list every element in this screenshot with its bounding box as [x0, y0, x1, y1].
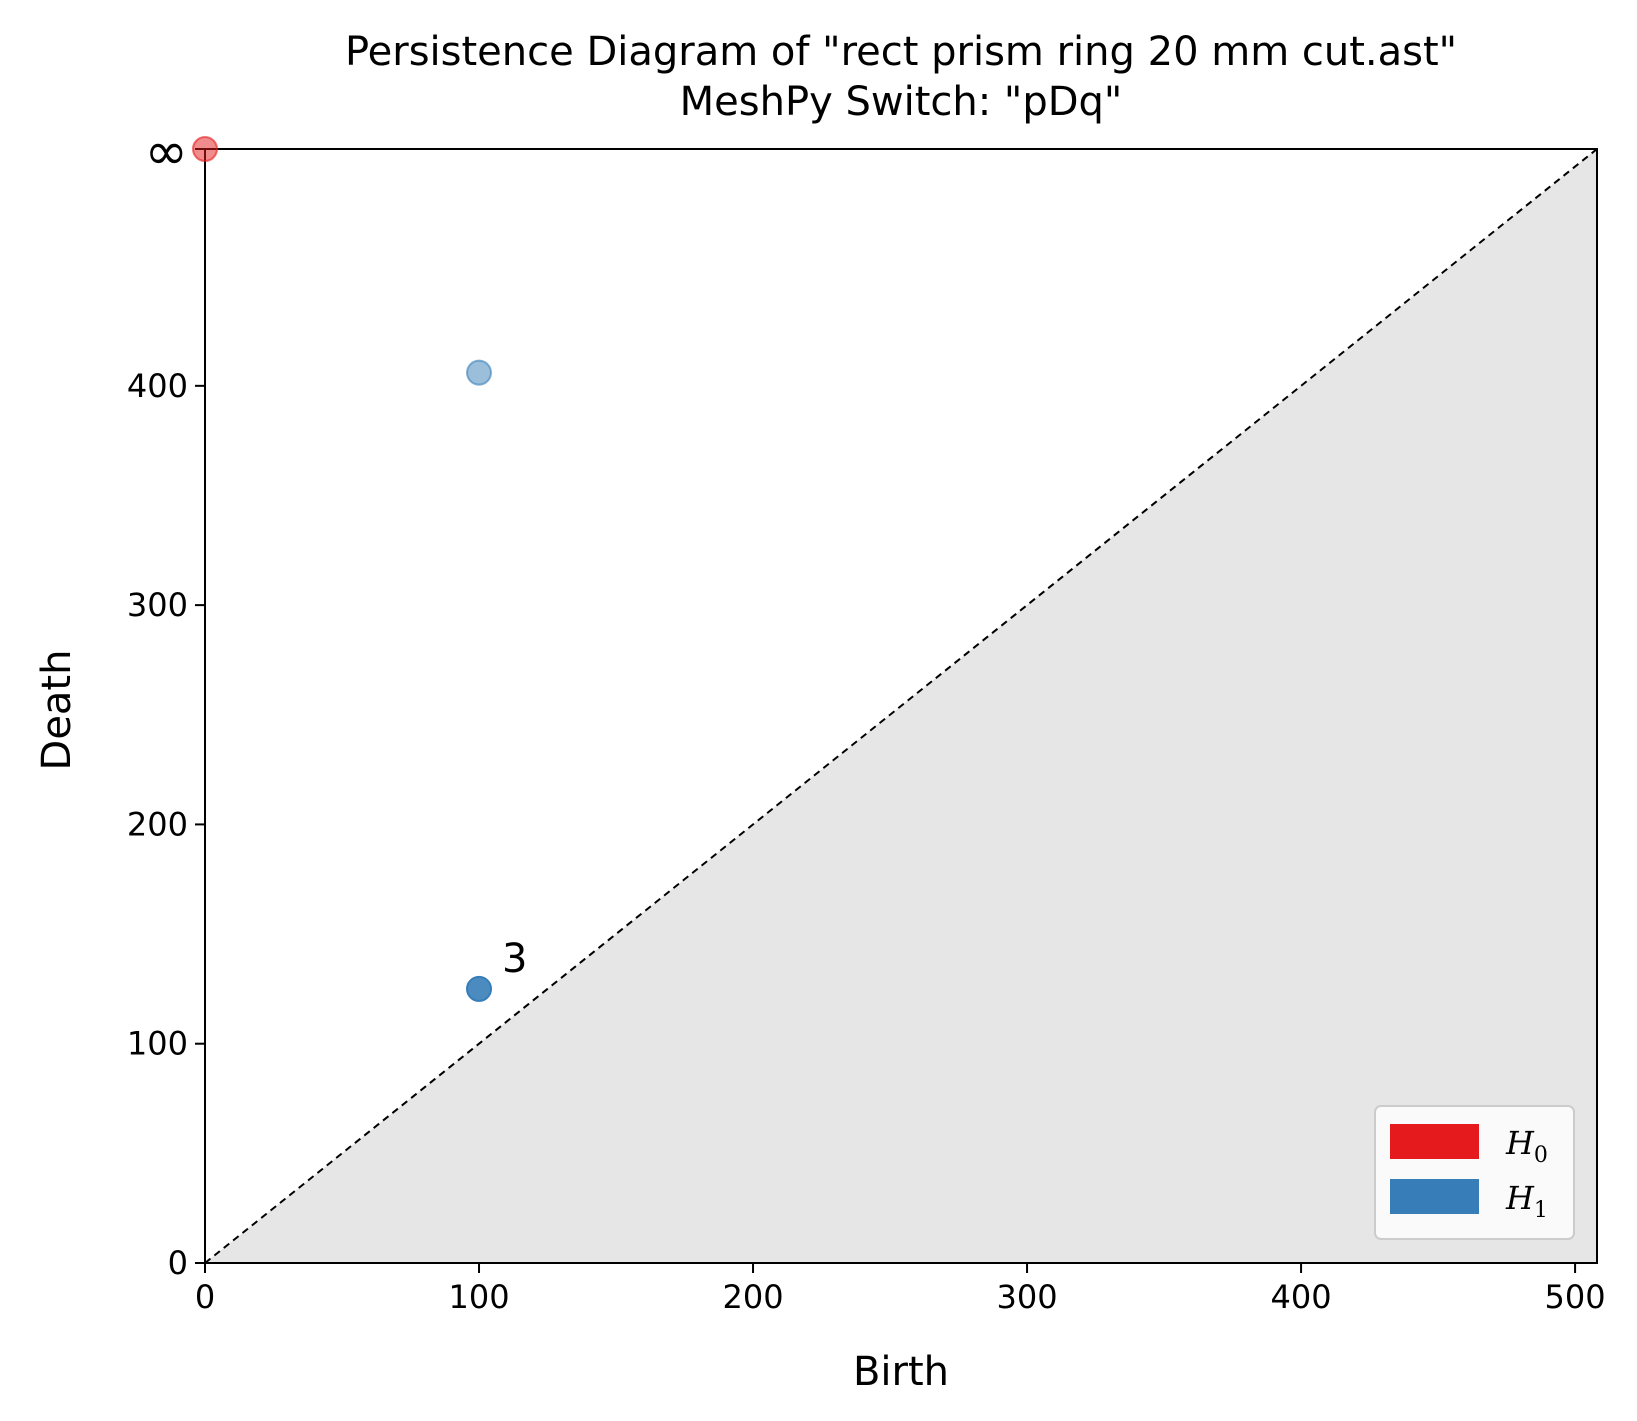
x-tick-label: 0: [195, 1278, 215, 1316]
data-point-h1: [466, 975, 493, 1002]
y-tick-label: 300: [127, 586, 188, 624]
chart-subtitle: MeshPy Switch: "pDq": [680, 79, 1123, 125]
axes-frame: [204, 148, 1598, 1264]
y-tick-label: 0: [168, 1244, 188, 1282]
plot-area: 0 100 200 300 400 500 0 100 200 300 400 ∞ 3 H0 H1: [127, 122, 1606, 1316]
legend-swatch-h0: [1390, 1124, 1479, 1159]
y-tick-label: 200: [127, 805, 188, 843]
x-tick-label: 200: [722, 1278, 783, 1316]
y-axis-label: Death: [34, 650, 80, 771]
legend-label-h0: H0: [1505, 1124, 1548, 1168]
y-tick-label: 100: [127, 1025, 188, 1063]
x-tick-label: 100: [448, 1278, 509, 1316]
data-point-h1: [466, 359, 493, 386]
x-tick-label: 500: [1545, 1278, 1606, 1316]
x-axis-label: Birth: [853, 1349, 949, 1395]
chart-title: Persistence Diagram of "rect prism ring …: [345, 29, 1457, 75]
x-tick-label: 400: [1271, 1278, 1332, 1316]
y-tick-label-infinity: ∞: [145, 122, 188, 182]
diagonal-line: [204, 148, 1598, 1264]
y-tick-label: 400: [127, 367, 188, 405]
data-point-h0: [192, 136, 218, 162]
legend-label-h1: H1: [1505, 1179, 1548, 1223]
legend-swatch-h1: [1390, 1179, 1479, 1214]
multiplicity-label: 3: [502, 936, 527, 982]
x-tick-label: 300: [997, 1278, 1058, 1316]
